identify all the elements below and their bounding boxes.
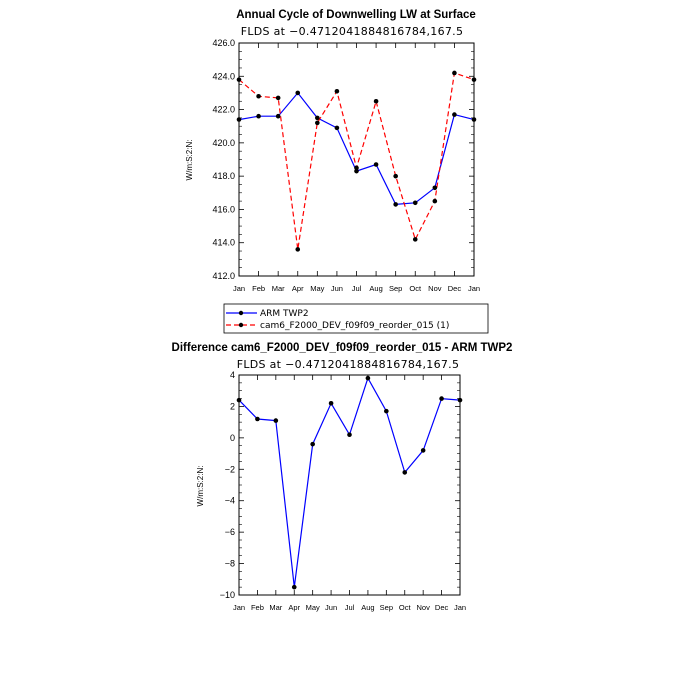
data-point-0 <box>452 112 457 117</box>
plot-frame <box>238 42 475 277</box>
y-tick-label: 424.0 <box>212 71 235 81</box>
x-tick-label: Jan <box>468 284 480 293</box>
data-point-0 <box>315 115 320 121</box>
y-axis-label: W/m:S:2:N: <box>196 466 205 507</box>
x-tick-label: Jun <box>331 284 343 293</box>
series-line-0 <box>238 91 475 206</box>
data-point-0 <box>432 185 438 191</box>
data-point-0 <box>328 400 334 406</box>
legend: ARM TWP2 cam6_F2000_DEV_f09f09_reorder_0… <box>223 303 489 334</box>
y-tick-label: −6 <box>225 527 235 537</box>
data-point-0 <box>402 470 408 475</box>
x-tick-label: Dec <box>448 284 462 293</box>
x-tick-label: Nov <box>428 284 442 293</box>
x-tick-label: Apr <box>288 603 300 612</box>
series-line-0 <box>238 376 461 588</box>
y-tick-label: −10 <box>220 590 235 600</box>
chart-subtitle: FLDS at −0.4712041884816784,167.5 <box>241 25 464 38</box>
data-point-0 <box>255 416 260 422</box>
legend-marker-arm <box>238 310 244 316</box>
y-tick-label: 414.0 <box>212 238 235 248</box>
data-point-1 <box>354 165 359 171</box>
data-point-0 <box>420 448 426 453</box>
y-tick-label: 420.0 <box>212 138 235 148</box>
data-point-0 <box>393 202 398 207</box>
data-point-1 <box>432 198 438 204</box>
x-tick-label: Oct <box>409 284 422 293</box>
data-point-1 <box>295 247 301 252</box>
data-point-0 <box>412 200 418 206</box>
y-tick-label: 2 <box>230 401 235 411</box>
data-point-1 <box>412 237 418 242</box>
data-point-1 <box>256 93 261 99</box>
y-tick-label: 0 <box>230 433 235 443</box>
data-point-0 <box>439 396 444 401</box>
y-tick-label: 418.0 <box>212 171 235 181</box>
x-tick-label: Jan <box>233 284 245 293</box>
x-tick-label: May <box>310 284 324 293</box>
data-point-0 <box>291 584 297 590</box>
data-point-0 <box>273 418 279 423</box>
legend-label-arm: ARM TWP2 <box>260 309 309 319</box>
data-point-1 <box>452 70 457 76</box>
y-tick-label: −4 <box>225 496 235 506</box>
legend-marker-cam6 <box>238 322 244 328</box>
data-point-0 <box>295 90 301 96</box>
data-point-0 <box>334 125 340 131</box>
x-tick-label: Aug <box>361 603 374 612</box>
data-point-0 <box>275 113 281 119</box>
x-tick-label: Jul <box>352 284 362 293</box>
x-tick-label: Feb <box>251 603 264 612</box>
x-tick-label: Sep <box>380 603 393 612</box>
x-tick-label: Apr <box>292 284 304 293</box>
data-point-1 <box>334 88 340 94</box>
x-tick-label: Jun <box>325 603 337 612</box>
data-point-0 <box>365 375 371 381</box>
data-point-1 <box>275 95 281 101</box>
legend-label-cam6: cam6_F2000_DEV_f09f09_reorder_015 (1) <box>260 321 449 331</box>
x-tick-label: May <box>306 603 320 612</box>
x-tick-label: Oct <box>399 603 412 612</box>
data-point-0 <box>347 432 352 438</box>
series-line-1 <box>238 72 475 250</box>
data-point-1 <box>315 120 320 126</box>
x-tick-label: Aug <box>369 284 382 293</box>
x-tick-label: Feb <box>252 284 265 293</box>
x-tick-label: Dec <box>435 603 449 612</box>
data-point-1 <box>393 173 398 179</box>
data-point-0 <box>354 168 359 174</box>
chart-title: Difference cam6_F2000_DEV_f09f09_reorder… <box>172 342 513 354</box>
legend-box <box>223 303 489 334</box>
y-tick-label: −8 <box>225 559 235 569</box>
plot-frame <box>238 374 461 596</box>
x-tick-label: Sep <box>389 284 402 293</box>
chart-subtitle: FLDS at −0.4712041884816784,167.5 <box>237 358 460 371</box>
x-tick-label: Nov <box>416 603 430 612</box>
x-tick-label: Jan <box>454 603 466 612</box>
data-point-0 <box>384 408 389 414</box>
data-point-0 <box>256 113 261 119</box>
x-tick-label: Mar <box>269 603 282 612</box>
x-tick-label: Jul <box>345 603 355 612</box>
data-point-0 <box>310 441 315 447</box>
chart-title: Annual Cycle of Downwelling LW at Surfac… <box>236 9 476 21</box>
x-tick-label: Jan <box>233 603 245 612</box>
y-tick-label: 422.0 <box>212 105 235 115</box>
plot-area: −10 −8 −6 −4 −2 0 2 4 Jan Feb Mar Apr May Jun Jul Aug Se… <box>220 370 466 612</box>
data-point-1 <box>373 98 379 104</box>
y-tick-label: −2 <box>225 464 235 474</box>
data-point-0 <box>373 162 379 167</box>
y-tick-label: 412.0 <box>212 271 235 281</box>
y-tick-label: 416.0 <box>212 204 235 214</box>
y-tick-label: 426.0 <box>212 38 235 48</box>
difference-chart: Difference cam6_F2000_DEV_f09f09_reorder… <box>172 342 513 612</box>
x-tick-label: Mar <box>272 284 285 293</box>
annual-cycle-chart: Annual Cycle of Downwelling LW at Surfac… <box>185 9 489 334</box>
y-axis-label: W/m:S:2:N: <box>185 140 194 181</box>
plot-area: 412.0 414.0 416.0 418.0 420.0 422.0 424.0 426.0… <box>212 38 480 293</box>
y-tick-label: 4 <box>230 370 235 380</box>
